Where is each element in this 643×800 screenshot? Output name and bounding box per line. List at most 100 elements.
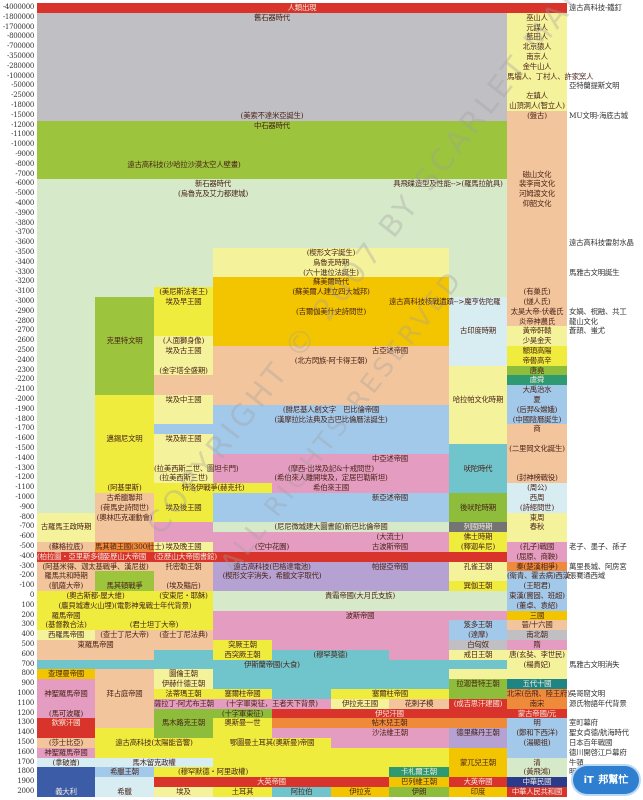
y-tick-label: 1700 — [17, 757, 34, 766]
timeline-label: (楊貴妃) — [523, 659, 551, 669]
timeline-label: 日本百年戰國 — [569, 738, 613, 747]
timeline-block: 巫山人 元謀人 藍田人 北京猿人 南京人 金牛山人 馬壩人、丁村人、許家窯人 左鎮人 山頂洞人(… — [507, 12, 594, 111]
timeline-label: 張騫通西域 — [569, 571, 605, 581]
timeline-block: 土耳其 — [213, 787, 272, 797]
timeline-label: 遠古高科技(巴格達電池) — [233, 561, 311, 571]
timeline-block: 唐堯 — [507, 365, 567, 376]
timeline-label: 克里特文明 — [106, 336, 143, 346]
timeline-label: (六十進位法誕生) — [303, 267, 359, 277]
timeline-label: (查士丁尼法典) — [159, 630, 208, 640]
timeline-label: 東羅馬帝國 — [77, 640, 114, 649]
timeline-label: 新亞述帝國 — [372, 493, 408, 502]
timeline-label: 後吠陀時期 — [460, 502, 496, 512]
timeline-block: 馬木留克政權 — [95, 757, 213, 768]
timeline-block: 清 (黃飛鴻) — [507, 757, 567, 778]
timeline-block: 馬其頓王國(300壯士) — [95, 542, 164, 552]
y-tick-label: 1300 — [17, 718, 34, 727]
timeline-label: 虞舜 — [529, 375, 545, 385]
timeline-label: 遠古高科技(沙哈拉沙漠太空人壁畫) — [127, 159, 241, 169]
timeline-block: (腓尼基人創文字 巴比倫帝國 (漢摩拉比法典及古巴比倫曆法誕生) — [213, 404, 449, 454]
y-tick-label: -3600 — [15, 238, 34, 247]
timeline-label: 查理曼帝國 — [48, 669, 84, 679]
side-note: MU文明-海底古城 — [567, 111, 643, 121]
y-tick-label: -700000 — [7, 42, 34, 51]
timeline-block: 克里特文明 — [95, 297, 154, 395]
timeline-label: (穆罕默德・阿里政權) — [177, 767, 249, 777]
y-tick-label: -1500 — [15, 444, 34, 452]
timeline-block: 明 (鄭和下西洋) (湯顯祖) — [507, 718, 567, 758]
side-note: 張騫通西域 — [567, 571, 643, 581]
timeline-label: (盤古) — [527, 110, 547, 120]
timeline-label: (金字塔全盛期) — [159, 365, 208, 375]
timeline-block: (盤古) 磁山文化 裴李崗文化 河姆渡文化 仰韶文化 (有巢氏) (燧人氏) 太昊大帝-伏羲氏… — [507, 110, 567, 327]
timeline-block: 中石器時代 — [37, 120, 507, 180]
y-tick-label: -1600 — [15, 434, 34, 443]
timeline-label: 新石器時代 — [195, 179, 231, 189]
timeline-label: 晉/十六國 — [521, 620, 553, 630]
y-tick-label: -280000 — [7, 61, 34, 70]
y-tick-label: -3800 — [15, 218, 34, 227]
timeline-block — [272, 689, 331, 699]
timeline-block: 伊斯蘭帝國(大食) — [37, 659, 507, 670]
timeline-label: (燧人氏) — [523, 296, 551, 306]
timeline-block: 巽伽王朝 — [449, 581, 507, 591]
timeline-label: 馬壩人、丁村人、許家窯人 — [507, 71, 594, 81]
timeline-label: 商 — [533, 424, 541, 434]
timeline-label: 黃帝軒轅 — [522, 326, 552, 336]
y-tick-label: -2900 — [15, 306, 34, 315]
timeline-block — [449, 669, 507, 680]
timeline-block: 希臘王朝 — [95, 767, 154, 778]
timeline-label: 夏 — [533, 394, 541, 404]
timeline-block: 義大利 — [37, 767, 95, 797]
timeline-block: (拿破崙) — [37, 757, 95, 768]
timeline-label: 中華民國 — [522, 777, 552, 787]
timeline-label: 哈拉帕文化時期 — [452, 394, 504, 404]
timeline-label: 吠陀時代 — [463, 463, 493, 473]
y-tick-label: -3400 — [15, 257, 34, 266]
timeline-label: (蘇格拉底) — [48, 542, 84, 551]
timeline-label: (黃飛鴻) — [523, 767, 551, 777]
timeline-label: 埃及 — [176, 787, 191, 796]
timeline-block: 舊石器時代 (美索不達米亞誕生) — [37, 12, 507, 121]
timeline-label: 佛土時期 — [463, 532, 493, 542]
y-tick-label: -2000 — [15, 395, 34, 403]
timeline-block: 蒙兀兒王朝 — [449, 747, 507, 778]
timeline-label: 蘇美爾時代 — [313, 277, 349, 287]
timeline-block: 特洛伊戰爭(赫克托) — [154, 483, 272, 493]
timeline-label: 東周 — [529, 512, 545, 522]
timeline-label: (尼尼微城建大圖書館)新巴比倫帝國 — [274, 522, 388, 532]
timeline-block: 埃及中王國 — [154, 395, 213, 425]
y-tick-label: -200 — [19, 571, 34, 580]
y-tick-label: -2800 — [15, 316, 34, 325]
timeline-block: 孔雀王朝 — [449, 561, 507, 582]
timeline-label: 古印度時期 — [460, 326, 496, 336]
timeline-block: 古亞述帝國 — [331, 346, 449, 356]
timeline-block: 羅馬帝國 (基督教合法) — [37, 610, 95, 631]
timeline-label: 馬木留克政權 — [132, 757, 176, 767]
side-note: 德川開啓江戶幕府 — [567, 748, 643, 758]
timeline-label: 巴列維王朝 — [401, 777, 437, 787]
timeline-block: 隋 — [507, 640, 567, 650]
timeline-block: 東羅馬帝國 — [37, 640, 154, 660]
timeline-block — [154, 375, 213, 395]
timeline-label: 蒙古帝國/元 — [517, 708, 557, 718]
timeline-label: (基督教合法) — [45, 620, 87, 630]
timeline-block: 帕提亞帝國 — [331, 561, 449, 591]
timeline-block: 查理曼帝國 — [37, 669, 95, 680]
timeline-label: 河姆渡文化 — [519, 189, 555, 199]
timeline-block: 南北朝 — [507, 630, 567, 640]
timeline-block: 哈拉帕文化時期 — [449, 365, 507, 444]
timeline-label: 特洛伊戰爭(赫克托) — [181, 483, 245, 493]
timeline-label: 塞爾柱帝國 — [224, 689, 261, 698]
side-note: 蒼頡、蚩尤 — [567, 326, 643, 336]
timeline-label: 沙法維王朝 — [372, 728, 408, 738]
timeline-label: 伊赫什德王朝 — [161, 679, 206, 689]
timeline-label: (凱薩大帝) — [48, 581, 84, 591]
timeline-label: 塞爾柱帝國 — [372, 689, 408, 698]
timeline-block: 亞歷山大帝國 — [95, 551, 154, 562]
timeline-block: 薩拉丁-阿尤布王朝 — [154, 698, 214, 709]
y-tick-label: -350000 — [7, 52, 34, 60]
y-tick-label: -9000 — [15, 150, 34, 158]
timeline-block: 拉迦普特王朝 — [449, 679, 507, 699]
y-tick-label: -400 — [19, 551, 34, 560]
